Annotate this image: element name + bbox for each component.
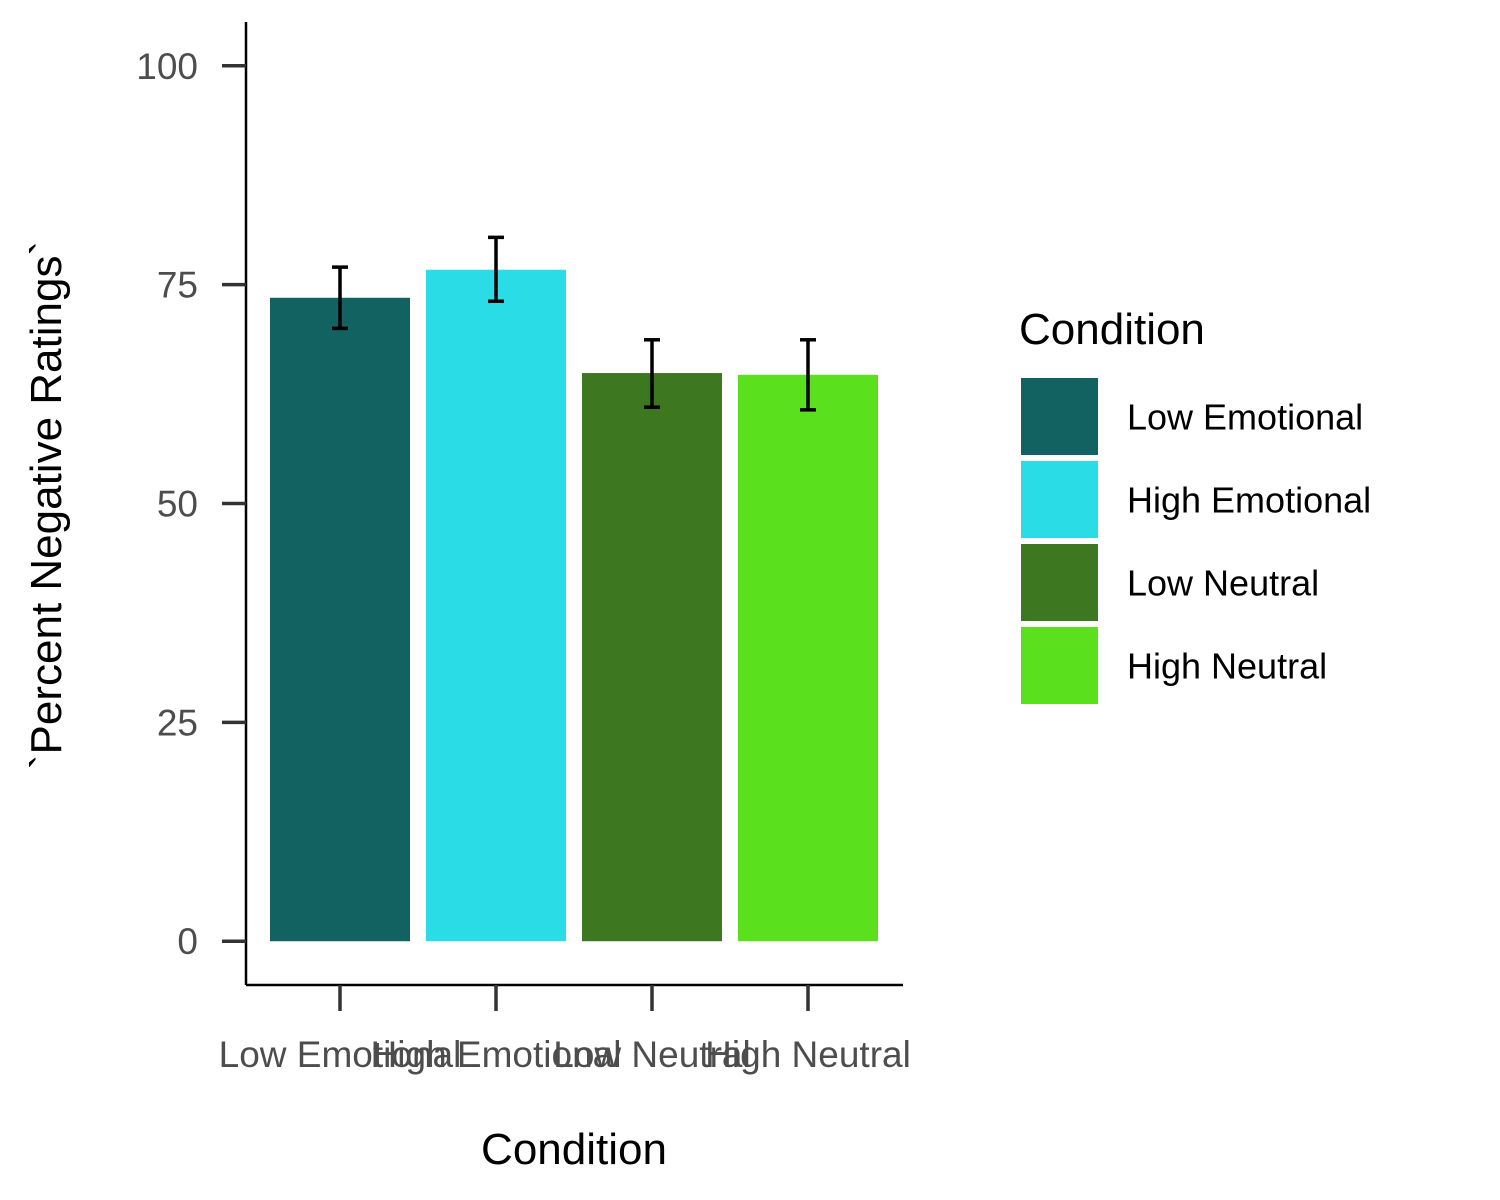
legend-title: Condition <box>1019 305 1205 354</box>
y-tick-label: 75 <box>157 265 198 306</box>
legend-label: Low Neutral <box>1127 563 1319 604</box>
bar-low-neutral <box>582 373 722 942</box>
bars-layer <box>270 269 878 942</box>
x-tick-label: High Emotional <box>371 1034 622 1075</box>
legend-label: High Emotional <box>1127 480 1371 521</box>
legend-item-high-neutral: High Neutral <box>1021 627 1327 704</box>
y-tick-label: 25 <box>157 702 198 743</box>
legend-items: Low Emotional High Emotional Low Neutral Hi… <box>1021 378 1371 704</box>
legend-item-low-neutral: Low Neutral <box>1021 544 1319 621</box>
bar-high-emotional <box>426 269 566 942</box>
legend-item-low-emotional: Low Emotional <box>1021 378 1363 455</box>
y-axis-ticks: 0 25 50 75 100 <box>136 46 246 962</box>
legend-swatch <box>1021 627 1098 704</box>
y-tick-label: 0 <box>177 921 198 962</box>
error-bar-high-emotional <box>488 235 504 304</box>
x-tick-label: Low Emotional <box>219 1034 462 1075</box>
legend-label: High Neutral <box>1127 646 1327 687</box>
x-tick-label: High Neutral <box>705 1034 911 1075</box>
legend-swatch <box>1021 378 1098 455</box>
y-tick-label: 100 <box>136 46 198 87</box>
legend-item-high-emotional: High Emotional <box>1021 461 1371 538</box>
error-bar-low-emotional <box>332 265 348 331</box>
y-tick-label: 50 <box>157 484 198 525</box>
bar-low-emotional <box>270 297 410 942</box>
error-bars-layer <box>332 235 816 412</box>
y-axis-title: `Percent Negative Ratings` <box>22 241 71 769</box>
bar-high-neutral <box>738 374 878 942</box>
legend-label: Low Emotional <box>1127 397 1363 438</box>
x-tick-label: Low Neutral <box>553 1034 750 1075</box>
error-bar-high-neutral <box>800 338 816 412</box>
legend-swatch <box>1021 544 1098 621</box>
legend-swatch <box>1021 461 1098 538</box>
x-axis-title: Condition <box>481 1125 667 1174</box>
error-bar-low-neutral <box>644 338 660 409</box>
